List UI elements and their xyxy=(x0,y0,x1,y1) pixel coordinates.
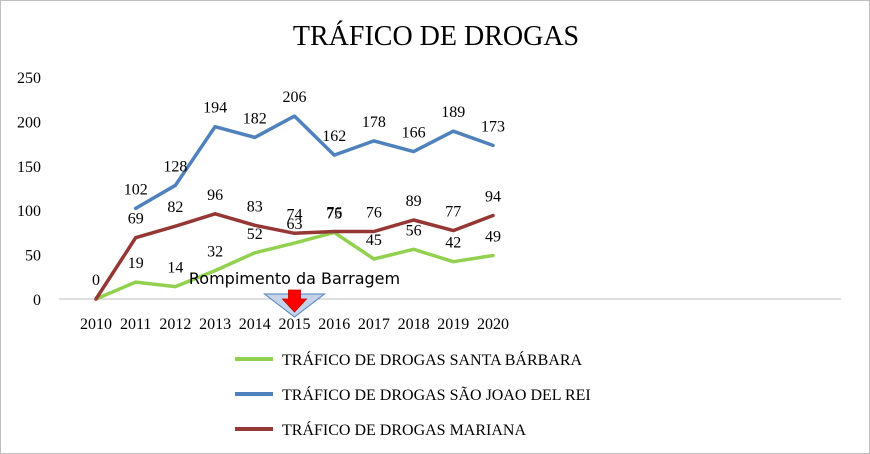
x-tick-label: 2019 xyxy=(437,316,469,333)
data-label: 75 xyxy=(326,205,342,222)
data-point xyxy=(173,285,177,289)
data-label: 42 xyxy=(445,235,461,252)
data-label: 83 xyxy=(247,198,263,215)
data-label: 82 xyxy=(167,199,183,216)
data-point xyxy=(293,241,296,245)
data-label: 94 xyxy=(485,189,501,206)
data-label: 128 xyxy=(163,158,187,175)
data-point xyxy=(412,247,416,251)
data-point xyxy=(253,223,257,227)
x-tick-label: 2017 xyxy=(358,316,390,333)
data-point xyxy=(451,260,455,264)
y-tick-label: 0 xyxy=(33,292,41,309)
data-label: 52 xyxy=(247,226,263,243)
legend-label: TRÁFICO DE DROGAS SÃO JOAO DEL REI xyxy=(282,385,591,404)
y-tick-label: 100 xyxy=(17,203,41,220)
data-label: 69 xyxy=(128,211,144,228)
data-label: 63 xyxy=(287,216,303,233)
x-tick-label: 2020 xyxy=(477,316,509,333)
data-label: 189 xyxy=(441,104,465,121)
y-tick-label: 250 xyxy=(17,70,41,87)
x-tick-label: 2014 xyxy=(239,316,271,333)
y-tick-label: 150 xyxy=(17,159,41,176)
data-point xyxy=(213,125,217,129)
data-label: 206 xyxy=(283,89,307,106)
data-label: 49 xyxy=(485,228,501,245)
data-label: 76 xyxy=(326,205,342,222)
data-label: 76 xyxy=(366,205,382,222)
data-label: 45 xyxy=(366,232,382,249)
data-point xyxy=(372,139,376,143)
data-label: 96 xyxy=(207,187,223,204)
data-point xyxy=(451,229,455,233)
data-label: 56 xyxy=(406,222,422,239)
y-tick-label: 50 xyxy=(25,248,41,265)
data-point xyxy=(293,231,296,235)
data-point xyxy=(253,135,257,139)
legend-label: TRÁFICO DE DROGAS MARIANA xyxy=(282,420,526,439)
data-point xyxy=(332,230,336,234)
data-point xyxy=(94,297,98,301)
x-tick-label: 2011 xyxy=(120,316,151,333)
annotation-arrow xyxy=(281,289,308,313)
data-point xyxy=(491,253,495,257)
x-tick-label: 2013 xyxy=(199,316,231,333)
annotation-label: Rompimento da Barragem xyxy=(189,269,400,288)
data-point xyxy=(173,224,177,228)
x-tick-label: 2016 xyxy=(318,316,350,333)
data-point xyxy=(372,230,376,234)
data-label: 102 xyxy=(124,181,148,198)
data-label: 173 xyxy=(481,118,505,135)
data-label: 194 xyxy=(203,100,227,117)
data-label: 77 xyxy=(445,204,461,221)
data-point xyxy=(213,212,217,216)
data-label: 162 xyxy=(322,128,346,145)
data-point xyxy=(412,218,416,222)
x-tick-label: 2018 xyxy=(398,316,430,333)
data-label: 89 xyxy=(406,193,422,210)
data-label: 178 xyxy=(362,114,386,131)
data-point xyxy=(491,143,495,147)
data-point xyxy=(293,114,296,118)
data-point xyxy=(372,257,376,261)
y-tick-label: 200 xyxy=(17,114,41,131)
data-label: 14 xyxy=(167,260,183,277)
data-label: 182 xyxy=(243,110,267,127)
data-label: 166 xyxy=(402,125,426,142)
data-point xyxy=(213,269,217,273)
data-label: 74 xyxy=(287,206,303,223)
x-tick-label: 2012 xyxy=(159,316,191,333)
data-point xyxy=(134,206,138,210)
legend-label: TRÁFICO DE DROGAS SANTA BÁRBARA xyxy=(282,350,583,369)
data-label: 19 xyxy=(128,255,144,272)
data-point xyxy=(412,150,416,154)
data-point xyxy=(253,251,257,255)
data-point xyxy=(451,129,455,133)
chart-title: TRÁFICO DE DROGAS xyxy=(293,21,579,52)
data-label: 32 xyxy=(207,244,223,261)
data-point xyxy=(134,236,138,240)
data-point xyxy=(491,214,495,218)
x-tick-label: 2010 xyxy=(80,316,112,333)
data-point xyxy=(332,153,336,157)
series-line-2 xyxy=(133,114,495,211)
data-point xyxy=(134,280,138,284)
data-point xyxy=(173,183,177,187)
x-tick-label: 2015 xyxy=(279,316,311,333)
data-label: 0 xyxy=(92,272,100,289)
